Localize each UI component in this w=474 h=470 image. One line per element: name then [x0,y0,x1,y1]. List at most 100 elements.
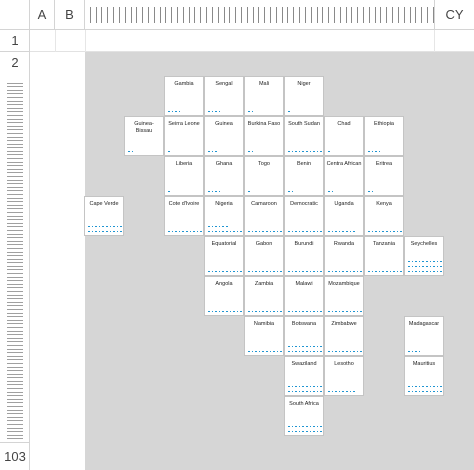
narrow-column-header[interactable] [370,7,376,23]
narrow-row-header[interactable] [7,339,23,343]
narrow-row-header[interactable] [7,209,23,213]
narrow-row-header[interactable] [7,80,23,84]
country-tile[interactable]: Democratic [284,196,324,236]
narrow-row-header[interactable] [7,371,23,375]
country-tile[interactable]: Chad [324,116,364,156]
narrow-column-header[interactable] [300,7,306,23]
narrow-column-header[interactable] [195,7,202,23]
narrow-row-header[interactable] [7,227,23,231]
narrow-row-header[interactable] [7,375,23,379]
narrow-row-header[interactable] [7,292,23,296]
narrow-column-header[interactable] [219,7,225,23]
narrow-row-header[interactable] [7,173,23,178]
narrow-column-header[interactable] [225,7,231,23]
country-tile[interactable]: Angola [204,276,244,316]
narrow-row-header[interactable] [7,181,23,185]
narrow-row-header[interactable] [7,346,23,350]
country-tile[interactable]: Tanzania [364,236,404,276]
narrow-row-header[interactable] [7,357,23,361]
narrow-row-header[interactable] [7,263,23,267]
narrow-row-header[interactable] [7,364,23,368]
narrow-row-header[interactable] [7,152,23,156]
narrow-column-header[interactable] [242,7,248,23]
narrow-row-header[interactable] [7,418,23,422]
country-tile[interactable]: Mozambique [324,276,364,316]
narrow-row-header[interactable] [7,102,23,106]
narrow-row-header[interactable] [7,296,23,300]
narrow-row-header[interactable] [7,396,23,400]
narrow-column-header[interactable] [387,7,394,23]
narrow-row-header[interactable] [7,141,23,145]
narrow-row-header[interactable] [7,385,23,390]
country-tile[interactable]: Niger [284,76,324,116]
narrow-row-header[interactable] [7,382,23,386]
narrow-column-header[interactable] [161,7,167,23]
column-header-a[interactable]: A [30,0,55,30]
narrow-row-header[interactable] [7,238,23,242]
narrow-row-header[interactable] [7,317,23,321]
narrow-row-header[interactable] [7,299,23,303]
narrow-column-header[interactable] [329,7,335,23]
narrow-row-header[interactable] [7,213,23,217]
narrow-row-header[interactable] [7,188,23,192]
narrow-column-header[interactable] [85,7,91,23]
narrow-row-header[interactable] [7,224,23,228]
country-tile[interactable]: Rwanda [324,236,364,276]
country-tile[interactable]: Madagascar [404,316,444,356]
country-tile[interactable]: Ethiopia [364,116,404,156]
narrow-row-header[interactable] [7,436,23,440]
narrow-column-header[interactable] [236,7,242,23]
narrow-column-header[interactable] [288,7,295,23]
narrow-column-header[interactable] [283,7,289,23]
narrow-row-header[interactable] [7,303,23,307]
row-header-1[interactable]: 1 [0,30,30,52]
country-tile[interactable]: Sengal [204,76,244,116]
narrow-row-header[interactable] [7,138,23,142]
narrow-row-header[interactable] [7,91,23,95]
narrow-column-header[interactable] [405,7,411,23]
narrow-column-header[interactable] [149,7,155,23]
country-tile[interactable]: Zambia [244,276,284,316]
narrow-column-header[interactable] [207,7,213,23]
narrow-column-header[interactable] [422,7,428,23]
country-tile[interactable]: Guinea [204,116,244,156]
narrow-column-header[interactable] [230,7,237,23]
narrow-row-header[interactable] [7,134,23,138]
narrow-column-header[interactable] [132,7,138,23]
narrow-column-header[interactable] [376,7,382,23]
country-tile[interactable]: Benin [284,156,324,196]
narrow-row-header[interactable] [7,123,23,127]
narrow-row-header[interactable] [7,393,23,397]
country-tile[interactable]: Mali [244,76,284,116]
country-tile[interactable]: Burkina Faso [244,116,284,156]
country-tile[interactable]: Ghana [204,156,244,196]
narrow-row-header[interactable] [7,120,23,124]
narrow-column-header[interactable] [358,7,364,23]
narrow-column-header[interactable] [248,7,254,23]
narrow-column-header[interactable] [306,7,312,23]
narrow-column-header[interactable] [364,7,370,23]
country-tile[interactable]: South Sudan [284,116,324,156]
country-tile[interactable]: Gambia [164,76,204,116]
country-tile[interactable]: Uganda [324,196,364,236]
narrow-column-header[interactable] [323,7,330,23]
select-all-corner[interactable] [0,0,30,30]
narrow-row-header[interactable] [7,267,23,271]
column-header-b[interactable]: B [55,0,85,30]
narrow-row-header[interactable] [7,94,23,98]
narrow-column-header[interactable] [271,7,277,23]
narrow-row-header[interactable] [7,127,23,131]
country-tile[interactable]: Swaziland [284,356,324,396]
narrow-row-header[interactable] [7,350,23,354]
collapsed-column-headers[interactable] [85,7,434,23]
narrow-column-header[interactable] [428,7,434,23]
narrow-row-header[interactable] [7,321,23,325]
narrow-row-header[interactable] [7,155,23,160]
narrow-row-header[interactable] [7,414,23,418]
narrow-column-header[interactable] [137,7,144,23]
narrow-row-header[interactable] [7,407,23,411]
country-tile[interactable]: Centra African [324,156,364,196]
narrow-row-header[interactable] [7,324,23,328]
narrow-row-header[interactable] [7,163,23,167]
narrow-row-header[interactable] [7,145,23,149]
